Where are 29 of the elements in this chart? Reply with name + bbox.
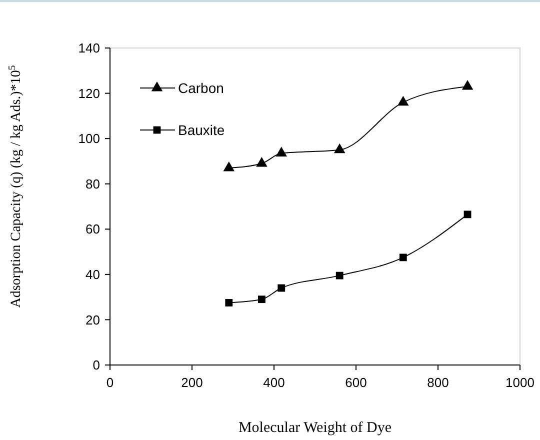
legend-label: Carbon (178, 80, 224, 96)
y-tick-label: 20 (86, 312, 100, 328)
point (278, 284, 286, 292)
point (398, 96, 409, 106)
y-tick-label: 120 (78, 86, 100, 101)
x-tick-label: 1000 (506, 375, 534, 390)
y-tick-label: 140 (78, 40, 100, 56)
x-tick-label: 200 (181, 375, 203, 390)
y-tick-label: 100 (78, 131, 100, 146)
point (223, 162, 235, 172)
x-tick-label: 600 (345, 375, 367, 390)
x-axis-title: Molecular Weight of Dye (238, 420, 392, 436)
legend-label: Bauxite (178, 122, 225, 138)
point (462, 80, 474, 90)
x-tick-label: 0 (106, 375, 114, 390)
y-tick-label: 40 (86, 266, 100, 282)
point (399, 254, 407, 262)
point (464, 210, 472, 218)
y-tick-label: 0 (92, 358, 100, 373)
point (225, 299, 233, 306)
y-tick-label: 60 (86, 222, 100, 237)
point (334, 143, 346, 154)
point (258, 296, 266, 304)
point (336, 272, 344, 280)
y-tick-label: 80 (86, 176, 100, 192)
x-tick-label: 400 (263, 375, 285, 390)
point (256, 156, 268, 167)
x-tick-label: 800 (427, 375, 449, 390)
point (276, 146, 288, 157)
